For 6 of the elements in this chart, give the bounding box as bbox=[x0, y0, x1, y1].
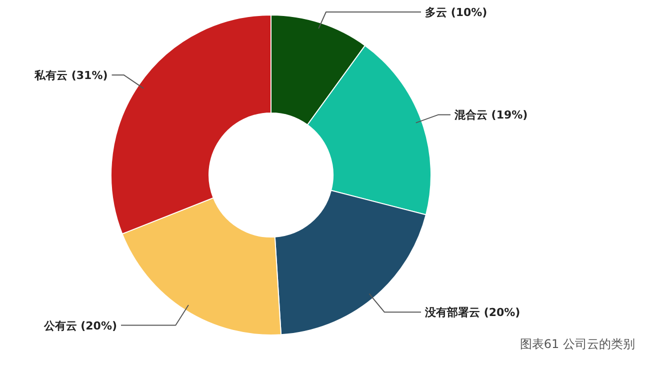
slice-label: 混合云 (19%) bbox=[453, 108, 528, 122]
slice-label: 多云 (10%) bbox=[425, 6, 488, 19]
slice-label: 公有云 (20%) bbox=[42, 319, 117, 332]
slice-label: 没有部署云 (20%) bbox=[424, 306, 520, 320]
text: 图表61 公司云的类别 bbox=[520, 336, 635, 353]
slice-label: 私有云 (31%) bbox=[34, 68, 108, 82]
